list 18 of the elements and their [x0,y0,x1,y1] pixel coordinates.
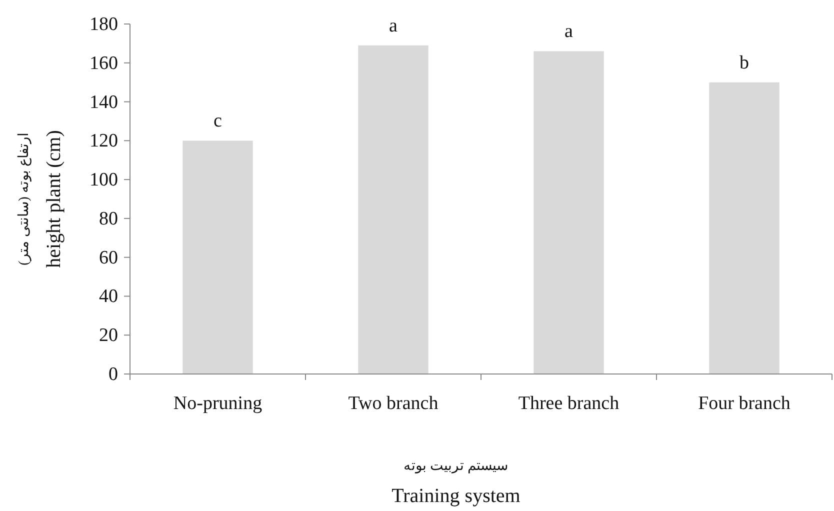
y-tick-label: 60 [99,247,118,268]
y-tick-label: 120 [90,130,118,152]
y-tick-label: 140 [90,92,118,113]
annotation: a [389,15,398,36]
annotation: a [564,21,574,42]
y-tick-label: 180 [90,14,118,35]
y-tick-label: 80 [99,208,118,230]
y-tick-label: 40 [99,286,118,308]
y-tick-label: 20 [99,325,118,346]
y-tick-label: 160 [90,52,118,74]
x-tick-label: Three branch [518,393,620,414]
x-tick-label: Two branch [348,393,439,414]
x-tick-label: Four branch [698,393,791,414]
annotation: b [740,52,749,74]
x-tick-label: No-pruning [173,393,263,414]
annotation: c [214,110,222,132]
y-tick-label: 100 [90,170,118,191]
y-tick-label: 0 [108,364,118,385]
